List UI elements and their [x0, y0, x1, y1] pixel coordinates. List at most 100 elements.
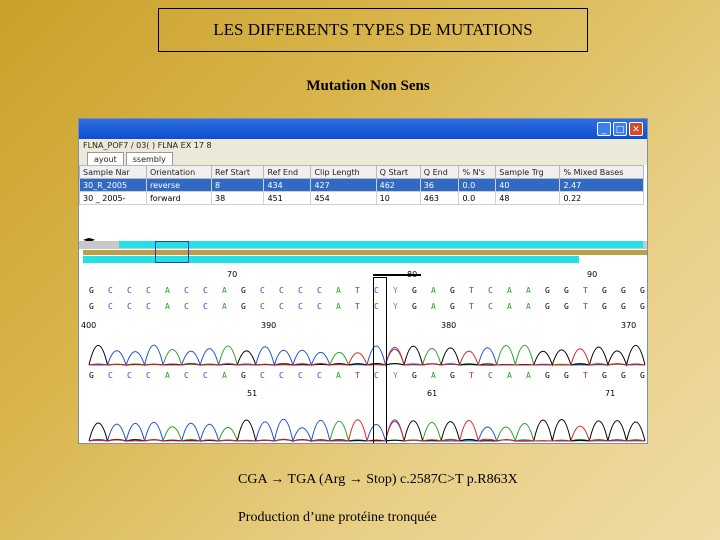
base-call: C: [146, 286, 151, 295]
base-call: G: [545, 302, 550, 311]
forward-position-label: 71: [605, 389, 616, 398]
project-path: FLNA_POF7 / 03( ) FLNA EX 17 8: [79, 139, 647, 152]
column-header[interactable]: Ref Start: [211, 165, 265, 179]
view-selection-box[interactable]: [155, 241, 189, 263]
base-call: A: [165, 286, 170, 295]
base-call: A: [165, 302, 170, 311]
reverse-position-label: 400: [81, 321, 97, 330]
base-call: C: [108, 302, 113, 311]
column-header[interactable]: Sample Nar: [79, 165, 147, 179]
base-call: C: [488, 371, 493, 380]
base-call: T: [355, 286, 360, 295]
base-call: C: [146, 302, 151, 311]
base-call: G: [412, 286, 417, 295]
base-call: C: [184, 286, 189, 295]
coverage-bar-reverse: [119, 241, 643, 248]
base-call: G: [241, 371, 246, 380]
base-call: C: [203, 302, 208, 311]
table-cell: 451: [263, 191, 312, 205]
tab-layout[interactable]: ayout: [87, 152, 124, 165]
base-call: G: [89, 302, 94, 311]
base-call: G: [412, 371, 417, 380]
view-tabs: ayout ssembly: [79, 152, 647, 165]
table-cell: 36: [419, 178, 460, 192]
base-call: G: [89, 371, 94, 380]
base-call: G: [621, 371, 626, 380]
table-cell: 427: [310, 178, 377, 192]
base-call: A: [431, 286, 436, 295]
slide-subtitle: Mutation Non Sens: [306, 78, 430, 94]
table-cell: 454: [310, 191, 377, 205]
trace-a: [88, 344, 646, 366]
base-call: A: [336, 286, 341, 295]
column-header[interactable]: Q Start: [375, 165, 421, 179]
trace-a: [88, 420, 646, 443]
table-cell: forward: [145, 191, 213, 205]
mutation-description: CGA → TGA (Arg → Stop) c.2587C>T p.R863X: [238, 472, 518, 487]
base-call: C: [127, 286, 132, 295]
base-call: C: [374, 371, 379, 380]
sequence-viewer-window: _ □ ✕ FLNA_POF7 / 03( ) FLNA EX 17 8 ayo…: [78, 118, 648, 444]
base-call: C: [298, 286, 303, 295]
mutation-highlight-column: [373, 277, 387, 443]
trace-c: [88, 419, 646, 443]
base-call: A: [431, 302, 436, 311]
trace-g: [88, 419, 646, 442]
base-call: C: [260, 371, 265, 380]
base-call: C: [184, 371, 189, 380]
base-call: G: [545, 286, 550, 295]
trace-c: [88, 344, 646, 367]
base-call: C: [279, 371, 284, 380]
trace-t: [88, 346, 646, 366]
base-call: C: [374, 302, 379, 311]
base-call: A: [507, 302, 512, 311]
window-titlebar: _ □ ✕: [79, 119, 647, 139]
column-header[interactable]: % N's: [458, 165, 497, 179]
forward-chromatogram: [88, 419, 646, 443]
column-header[interactable]: Clip Length: [310, 165, 377, 179]
navigation-arrows[interactable]: ◄►: [83, 235, 96, 244]
base-call: G: [450, 371, 455, 380]
base-call: C: [108, 371, 113, 380]
maximize-button[interactable]: □: [613, 122, 627, 136]
reverse-chromatogram: [88, 344, 646, 367]
table-row[interactable]: 30_R_2005 reverse 8 434 427 462 36 0.0 4…: [79, 178, 644, 192]
table-cell: 10: [375, 191, 421, 205]
base-call: G: [602, 371, 607, 380]
base-call: C: [374, 286, 379, 295]
base-call: G: [602, 286, 607, 295]
base-call: C: [317, 302, 322, 311]
base-call: T: [583, 286, 588, 295]
table-row[interactable]: 30 _ 2005- forward 38 451 454 10 463 0.0…: [79, 191, 644, 205]
base-call: C: [203, 371, 208, 380]
mutation-marker-line: [373, 274, 421, 276]
table-cell: 48: [495, 191, 561, 205]
minimize-button[interactable]: _: [597, 122, 611, 136]
base-call: G: [621, 286, 626, 295]
base-call: T: [355, 371, 360, 380]
close-button[interactable]: ✕: [629, 122, 643, 136]
base-call: A: [222, 302, 227, 311]
base-call: A: [526, 302, 531, 311]
base-call: A: [336, 302, 341, 311]
table-cell: 30 _ 2005-: [79, 191, 147, 205]
base-call: G: [545, 371, 550, 380]
sample-table: Sample Nar Orientation Ref Start Ref End…: [79, 165, 644, 205]
base-call: C: [127, 302, 132, 311]
base-call: G: [602, 302, 607, 311]
base-call: G: [89, 286, 94, 295]
base-call: C: [127, 371, 132, 380]
base-call: G: [412, 302, 417, 311]
base-call: C: [146, 371, 151, 380]
ref-position-label: 90: [587, 270, 598, 279]
coverage-bar-forward: [83, 256, 579, 263]
table-cell: 40: [495, 178, 561, 192]
table-cell: 30_R_2005: [79, 178, 147, 192]
base-call: T: [469, 286, 474, 295]
base-call: C: [184, 302, 189, 311]
base-call: G: [564, 302, 569, 311]
tab-assembly[interactable]: ssembly: [125, 152, 173, 165]
